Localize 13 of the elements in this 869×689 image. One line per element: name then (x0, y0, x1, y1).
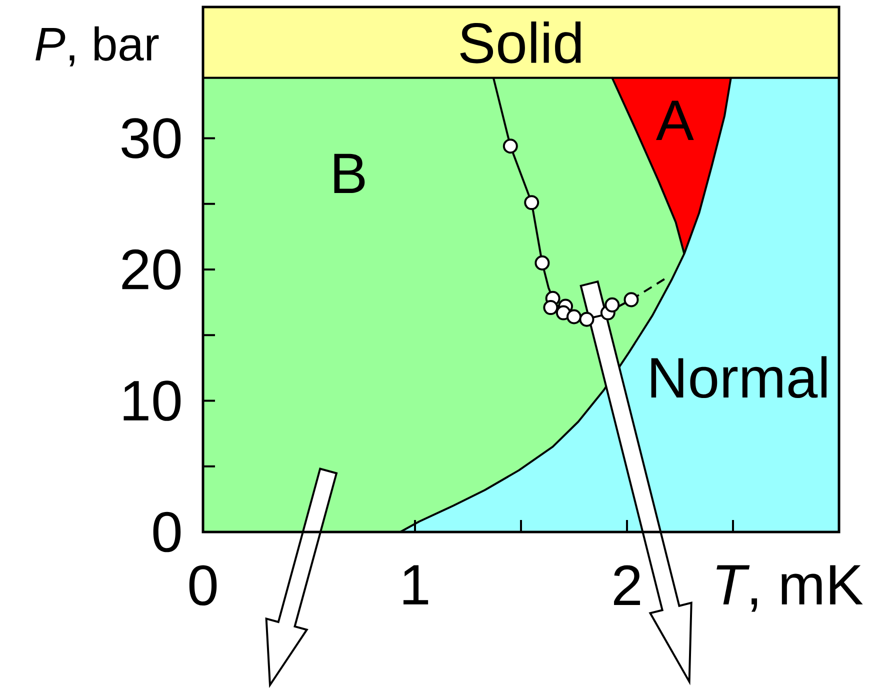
y-axis-title: P, bar (36, 26, 159, 66)
x-tick-label: 1 (404, 565, 428, 604)
y-tick-label: 20 (122, 249, 181, 290)
series-label: Normal (651, 356, 827, 398)
series-label: A (656, 100, 694, 140)
y-tick-label: 30 (122, 118, 181, 158)
y-tick-label: 10 (124, 380, 181, 421)
band-label: Solid (460, 22, 581, 64)
x-tick-label: 0 (189, 565, 217, 606)
legend-label: B (334, 154, 365, 194)
x-tick-label: 2 (614, 565, 640, 605)
y-tick-label: 0 (153, 512, 181, 552)
x-axis-title: T, mK (716, 565, 863, 612)
